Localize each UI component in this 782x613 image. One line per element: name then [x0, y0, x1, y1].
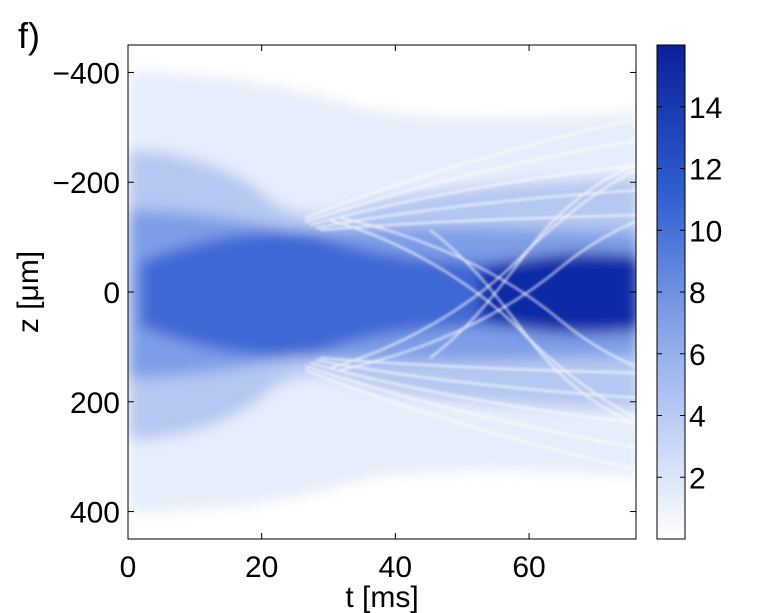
colorbar-tick-label: 10	[689, 215, 722, 248]
colorbar-ticks: 2 4 6 8 10 12 14	[657, 92, 722, 495]
y-tick-label: 400	[70, 497, 120, 530]
x-tick-label: 60	[512, 551, 545, 584]
heatmap-plot	[128, 45, 636, 539]
x-tick-label: 40	[379, 551, 412, 584]
y-axis-ticks: −400 −200 0 200 400	[52, 57, 636, 530]
colorbar-tick-label: 2	[689, 462, 706, 495]
y-tick-label: −400	[52, 57, 120, 90]
y-tick-label: 0	[103, 277, 120, 310]
density-field	[128, 72, 636, 512]
y-axis-label: z [μm]	[12, 251, 45, 333]
x-axis-label: t [ms]	[345, 581, 418, 613]
y-tick-label: 200	[70, 387, 120, 420]
interference-fringes	[304, 117, 636, 471]
x-axis-ticks: 0 20 40 60	[120, 45, 546, 584]
colorbar-tick-label: 6	[689, 339, 706, 372]
colorbar-tick-label: 14	[689, 92, 722, 125]
colorbar-tick-label: 4	[689, 401, 706, 434]
x-tick-label: 0	[120, 551, 137, 584]
colorbar-tick-label: 12	[689, 154, 722, 187]
colorbar-tick-label: 8	[689, 277, 706, 310]
density-peak	[480, 253, 636, 334]
panel-label: f)	[18, 15, 40, 56]
x-tick-label: 20	[245, 551, 278, 584]
y-tick-label: −200	[52, 167, 120, 200]
